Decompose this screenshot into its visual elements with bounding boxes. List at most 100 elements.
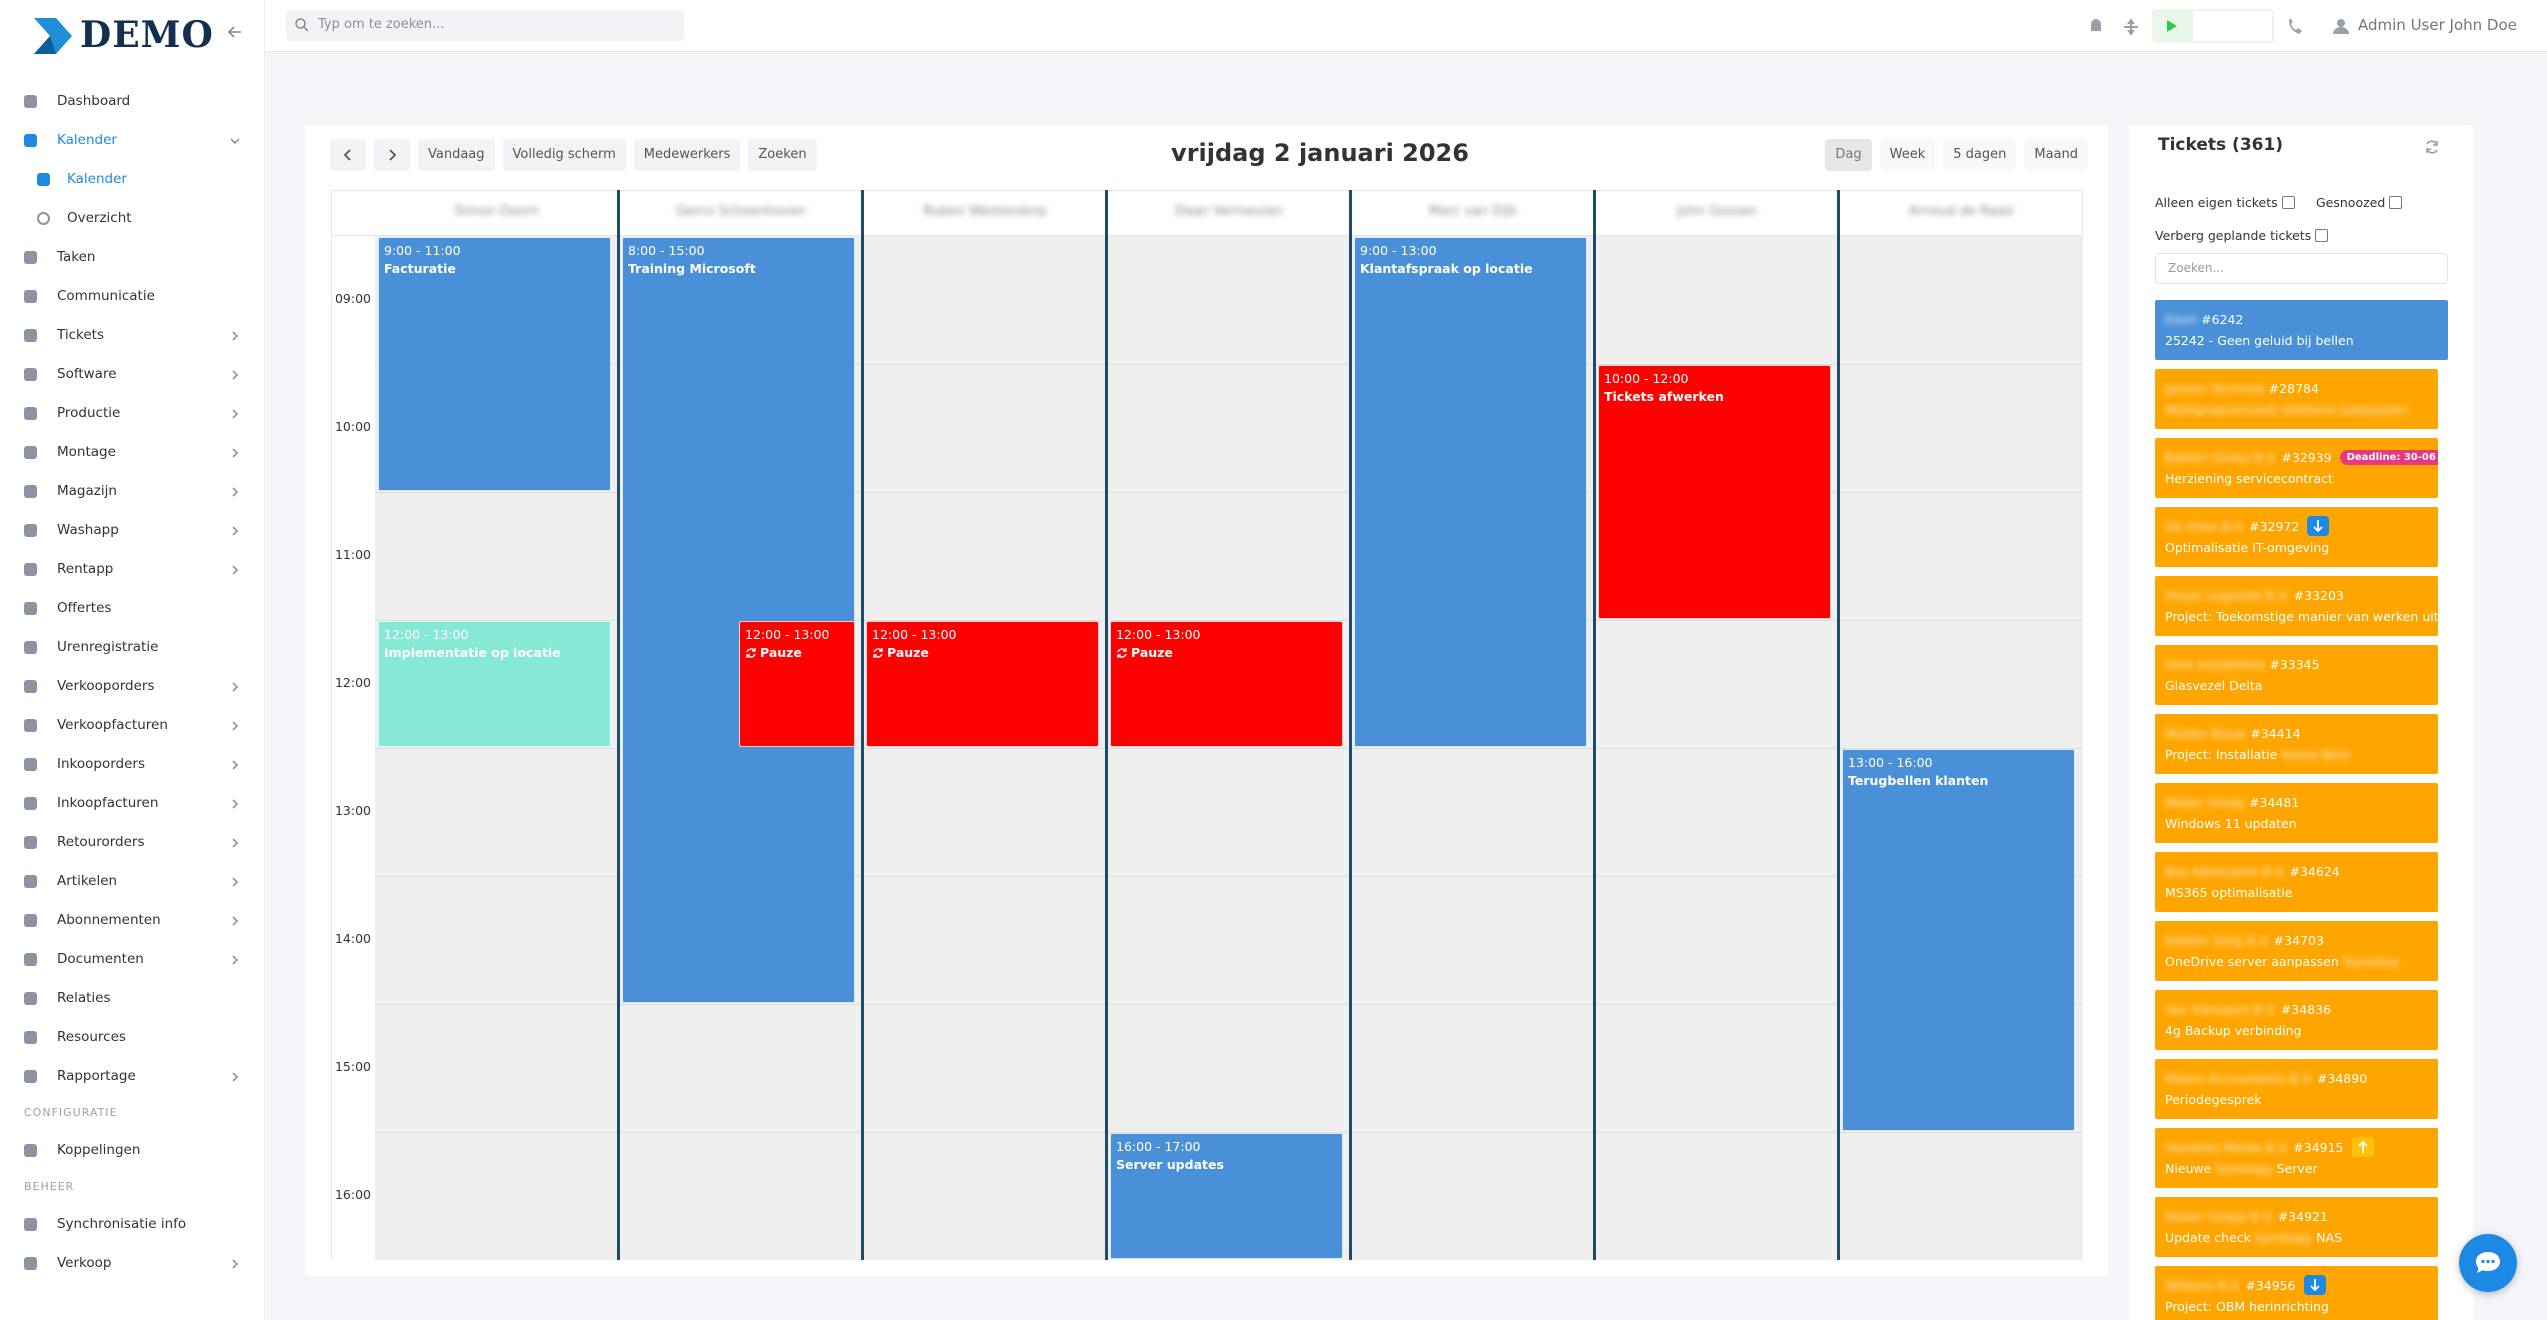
calendar-event[interactable]: 16:00 - 17:00 Server updates [1110,1133,1343,1259]
menu-item[interactable]: Abonnementen [0,901,265,940]
calendar-event[interactable]: 9:00 - 13:00 Klantafspraak op locatie [1354,237,1587,747]
chat-button[interactable] [2459,1234,2517,1292]
filter-checkbox[interactable] [2315,229,2329,242]
ticket-card[interactable]: Jansen Techniek #28784 Wijzigingsverzoek t… [2155,369,2438,429]
hour-line [1351,876,1595,877]
filter-label: Gesnoozed [2316,195,2386,210]
menu-item[interactable]: Software [0,355,265,394]
calendar-event[interactable]: 10:00 - 12:00 Tickets afwerken [1598,365,1831,619]
ticket-card[interactable]: Peters Accountants B.V. #34890 Periodegesp… [2155,1059,2438,1119]
ticket-number: #34836 [2280,1001,2332,1017]
menu-item[interactable]: Taken [0,238,265,277]
menu-item[interactable]: Kalender [0,121,265,160]
menu-item[interactable]: Washapp [0,511,265,550]
search-box[interactable]: Typ om te zoeken... [286,10,684,41]
ticket-number: #34921 [2277,1208,2328,1224]
menu-item[interactable]: Koppelingen [0,1131,265,1170]
calendar-views: Dag Week 5 dagen Maand [1825,139,2088,171]
menu-item[interactable]: Relaties [0,979,265,1018]
view-button[interactable]: 5 dagen [1943,139,2017,171]
menu-item[interactable]: Documenten [0,940,265,979]
ticket-card[interactable]: Visser Logistiek B.V. #33203 Project: Toek… [2155,576,2438,636]
calendar-event[interactable]: 12:00 - 13:00 Pauze [866,621,1099,747]
menu-item[interactable]: Rapportage [0,1057,265,1096]
topbar-icons[interactable] [2080,0,2380,52]
menu-label: Retourorders [57,834,145,850]
ticket-card[interactable]: De Vries B.V. #32972 Optimalisatie IT-omge… [2155,507,2438,567]
event-time: 12:00 - 13:00 [384,627,469,642]
view-button[interactable]: Dag [1825,139,1872,171]
ticket-card[interactable]: Hendriks Media B.V. #34915 Nieuwe Synology… [2155,1128,2438,1188]
ticket-subject: 4g Backup verbinding [2165,1023,2301,1038]
menu-item[interactable]: Retourorders [0,823,265,862]
menu-item[interactable]: Rentapp [0,550,265,589]
calendar-event[interactable]: 8:00 - 15:00 Training Microsoft [622,237,855,1003]
ticket-header: Koster Groep B.V. #34921 [2165,1205,2328,1227]
calendar-event[interactable]: 12:00 - 13:00 Pauze [739,621,855,747]
ticket-filter[interactable]: Gesnoozed [2316,195,2403,210]
ticket-filter[interactable]: Verberg geplande tickets [2155,228,2329,243]
ticket-card[interactable]: Koster Groep B.V. #34921 Update check Syno… [2155,1197,2438,1257]
menu-item[interactable]: Productie [0,394,265,433]
menu-item[interactable]: Communicatie [0,277,265,316]
ticket-card[interactable]: Dekker Zorg B.V. #34703 OneDrive server aa… [2155,921,2438,981]
calendar-event[interactable]: 12:00 - 13:00 Pauze [1110,621,1343,747]
ticket-card[interactable]: Klant #6242 25242 - Geen geluid bij bellen [2155,300,2448,360]
ticket-card[interactable]: Vos Transport B.V. #34836 4g Backup verbin… [2155,990,2438,1050]
calendar-event[interactable]: 12:00 - 13:00 Implementatie op locatie [378,621,611,747]
collapse-button[interactable] [227,24,243,40]
menu-item[interactable]: Kalender [0,160,265,199]
view-button[interactable]: Maand [2024,139,2088,171]
ticket-card[interactable]: Bos Advocaten B.V. #34624 MS365 optimalisa… [2155,852,2438,912]
menu-item[interactable]: Verkooporders [0,667,265,706]
subject-part: Project: Toekomstige manier van werken u… [2165,609,2438,624]
logo-text: DEMO [80,14,214,56]
ticket-card[interactable]: Meijer Groep #34481 Windows 11 updaten [2155,783,2438,843]
menu-item[interactable]: Artikelen [0,862,265,901]
menu-item[interactable]: Montage [0,433,265,472]
menu-item[interactable]: Inkoopfacturen [0,784,265,823]
menu-item[interactable]: Overzicht [0,199,265,238]
menu-item[interactable]: Synchronisatie info [0,1205,265,1244]
calendar-event[interactable]: 13:00 - 16:00 Terugbellen klanten [1842,749,2075,1131]
tickets-search[interactable]: Zoeken... [2155,253,2448,284]
menu-item[interactable]: Tickets [0,316,265,355]
subject-part: Kassa Bedr [2281,747,2351,762]
hour-line [1595,748,1839,749]
view-button[interactable]: Week [1879,139,1936,171]
menu-label: Montage [57,444,116,460]
ticket-filter[interactable]: Alleen eigen tickets [2155,195,2295,210]
menu-icon [24,914,37,927]
next-button[interactable] [374,139,410,171]
menu-label: Verkoop [57,1255,112,1271]
ticket-card[interactable]: Smit Installaties #33345 Glasvezel Delta [2155,645,2438,705]
menu-item[interactable]: Verkoop [0,1244,265,1283]
calendar-event[interactable]: 9:00 - 11:00 Facturatie [378,237,611,491]
menu-item[interactable]: Magazijn [0,472,265,511]
filter-checkbox[interactable] [2281,196,2295,209]
menu-item[interactable]: Resources [0,1018,265,1057]
filter-label: Alleen eigen tickets [2155,195,2278,210]
subject-part: Project: Installatie [2165,747,2282,762]
ticket-card[interactable]: Mulder Bouw #34414 Project: Installatie Ka… [2155,714,2438,774]
user-name[interactable]: Admin User John Doe [2358,16,2517,34]
event-time: 16:00 - 17:00 [1116,1139,1201,1154]
nav-button[interactable]: Zoeken [748,139,817,171]
ticket-card[interactable]: Willems B.V. #34956 Project: OBM herinrich… [2155,1266,2438,1320]
nav-button[interactable]: Volledig scherm [502,139,626,171]
ticket-client: Koster Groep B.V. [2165,1208,2274,1224]
menu-item[interactable]: Inkooporders [0,745,265,784]
menu-item[interactable]: Verkoopfacturen [0,706,265,745]
prev-button[interactable] [330,139,366,171]
nav-button[interactable]: Vandaag [418,139,495,171]
ticket-card[interactable]: Bakker Groep B.V. #32939 Deadline: 30-06 He… [2155,438,2438,498]
menu-label: Documenten [57,951,144,967]
menu-icon [24,251,37,264]
refresh-button[interactable] [2424,139,2440,155]
filter-checkbox[interactable] [2389,196,2403,209]
nav-button[interactable]: Medewerkers [633,139,741,171]
menu-item[interactable]: Offertes [0,589,265,628]
hour-line [1839,492,2083,493]
menu-item[interactable]: Dashboard [0,82,265,121]
menu-item[interactable]: Urenregistratie [0,628,265,667]
